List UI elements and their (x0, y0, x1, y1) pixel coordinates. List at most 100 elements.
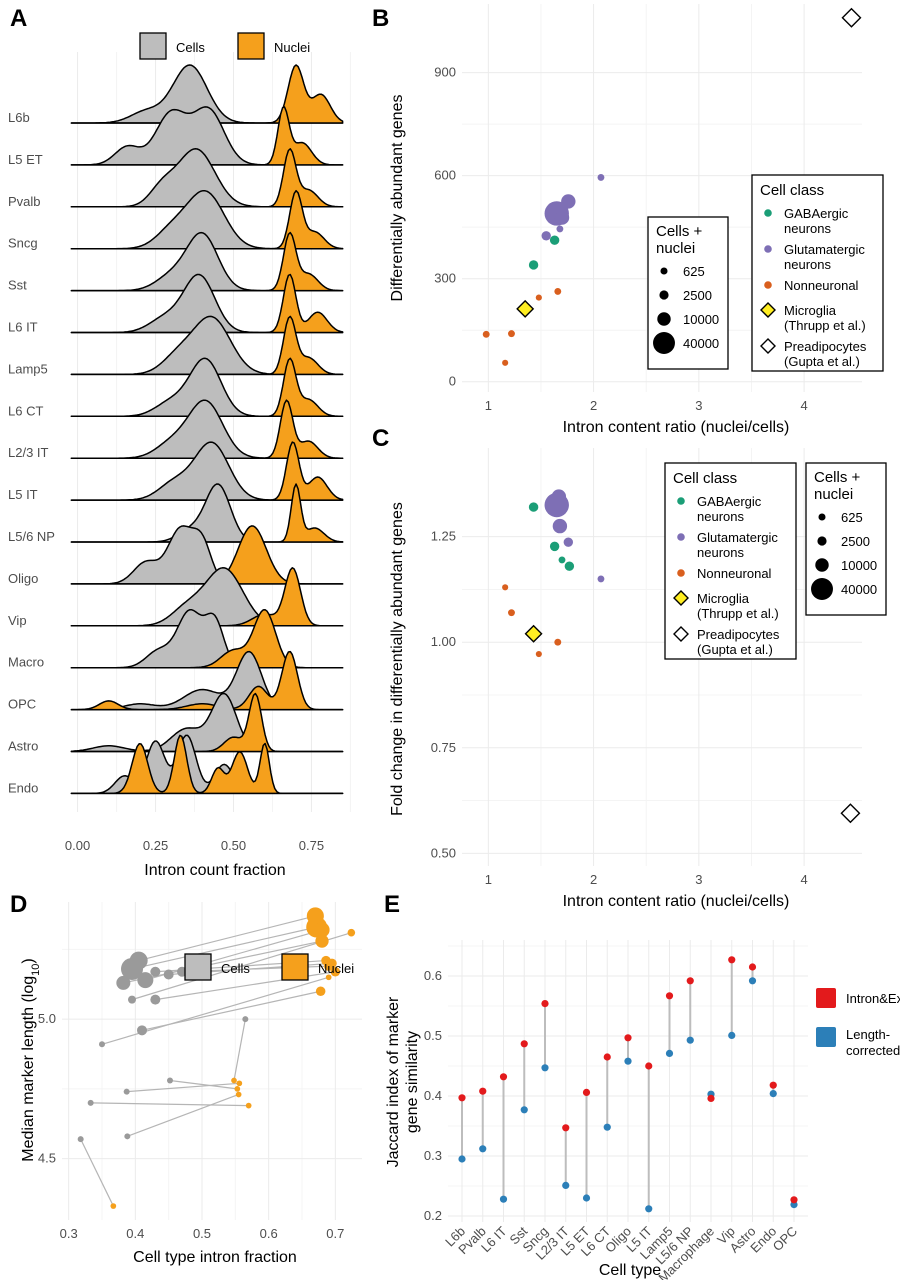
legend: Cells Nuclei (139, 32, 310, 60)
legend-label: 40000 (841, 582, 877, 597)
legend-label: neurons (784, 221, 831, 236)
tick-label: 0.6 (424, 968, 442, 983)
legend-title: Cell class (760, 182, 824, 199)
tick-label: 0 (449, 374, 456, 389)
legend-key-cells (139, 32, 167, 60)
point-intron-exon (582, 1088, 591, 1096)
point (552, 518, 568, 534)
legend-label: corrected (846, 1043, 900, 1058)
point (558, 556, 566, 564)
legend-label: 2500 (683, 288, 712, 303)
point-nuclei (235, 1091, 242, 1098)
point-intron-exon (707, 1094, 715, 1102)
point (549, 541, 560, 552)
legend-title: Cells + (814, 469, 861, 486)
tick-label: 5.0 (38, 1011, 56, 1026)
pair-link (131, 926, 317, 970)
legend-label: GABAergic (784, 206, 849, 221)
legend-label: (Gupta et al.) (697, 642, 773, 657)
ridge-nuclei (70, 734, 344, 795)
point-cells (167, 1077, 173, 1084)
tick-label: 3 (695, 872, 702, 887)
ridge-label: L5/6 NP (8, 529, 55, 544)
y-axis-title: Jaccard index of marker (385, 996, 402, 1167)
point-nuclei (325, 974, 332, 981)
point-intron-exon (686, 977, 694, 985)
legend-label: Nuclei (318, 961, 354, 976)
legend-key-intron-exon (816, 988, 836, 1008)
legend-label: Microglia (784, 303, 837, 318)
legend-key (673, 626, 689, 642)
ridge-label: Astro (8, 739, 38, 754)
panel-c: C 1 2 3 4 0.50 0.75 1.00 1.25 Intron content rati… (372, 425, 887, 910)
tick-label: 0.50 (431, 845, 456, 860)
legend-label: Microglia (697, 591, 750, 606)
point-length-corrected (582, 1194, 591, 1202)
point-length-corrected (520, 1106, 528, 1114)
y-axis-title: Median marker length (log10) (20, 958, 42, 1161)
ridge-label: Vip (8, 613, 27, 628)
point-preadipocytes (840, 803, 861, 824)
point (502, 359, 509, 366)
legend-label: (Thrupp et al.) (697, 606, 779, 621)
legend-key (673, 590, 689, 606)
legend-title: nuclei (656, 240, 695, 257)
y-axis-title-part: Median marker length (log (20, 976, 37, 1162)
point-cells (128, 995, 136, 1004)
point-length-corrected (748, 977, 757, 985)
y-axis-title: Fold change in differentially abundant g… (389, 502, 406, 816)
point-length-corrected (499, 1195, 508, 1203)
tick-label: 1.25 (431, 529, 456, 544)
legend-label: Nonneuronal (697, 566, 772, 581)
point (528, 502, 539, 512)
ridge-label: Pvalb (8, 194, 41, 209)
point (564, 561, 575, 571)
point-cells (99, 1041, 105, 1048)
point-length-corrected (479, 1145, 487, 1153)
point-cells (137, 972, 154, 989)
point-intron-exon (665, 992, 674, 1000)
panel-letter: A (10, 5, 27, 32)
legend-key-cells (184, 953, 212, 981)
point-cells (150, 966, 161, 977)
tick-label: 1 (485, 872, 492, 887)
point (554, 287, 562, 295)
legend-key (760, 338, 776, 354)
legend-label: Glutamatergic (784, 242, 865, 257)
legend-class-box (664, 462, 797, 660)
tick-label: 0.25 (143, 838, 168, 853)
tick-label: 300 (434, 271, 456, 286)
tick-label: 0.2 (424, 1208, 442, 1223)
point-length-corrected (665, 1049, 674, 1057)
legend-title: Cell class (673, 470, 737, 487)
pair-link (101, 976, 329, 1045)
point-cells (116, 975, 131, 990)
panel-a: A L6b L5 ET Pvalb Sncg Sst L6 IT Lamp5 L6 CT L2/3… (8, 5, 351, 879)
point (597, 575, 605, 583)
legend-label: Intron&Exon (846, 991, 900, 1006)
point-cells (242, 1016, 249, 1023)
legend-label: (Gupta et al.) (784, 354, 860, 369)
point (544, 492, 569, 518)
point-length-corrected (645, 1205, 653, 1213)
tick-label: 0.5 (424, 1028, 442, 1043)
tick-label: 0.7 (326, 1226, 344, 1241)
legend-title: Cells + (656, 223, 703, 240)
legend-label: Cells (221, 961, 250, 976)
tick-label: 4.5 (38, 1151, 56, 1166)
tick-label: 1 (485, 398, 492, 413)
ridge-label: L2/3 IT (8, 445, 49, 460)
x-axis-title: Cell type (599, 1262, 661, 1279)
point (502, 584, 509, 591)
pair-link (233, 1019, 246, 1081)
x-axis-title: Intron content ratio (nuclei/cells) (563, 893, 790, 910)
legend-key (760, 302, 776, 318)
point (554, 210, 570, 225)
point-microglia (524, 624, 543, 643)
point-nuclei (315, 986, 326, 997)
legend-label: Length- (846, 1027, 890, 1042)
legend-size-key (815, 558, 829, 572)
point (482, 330, 490, 338)
